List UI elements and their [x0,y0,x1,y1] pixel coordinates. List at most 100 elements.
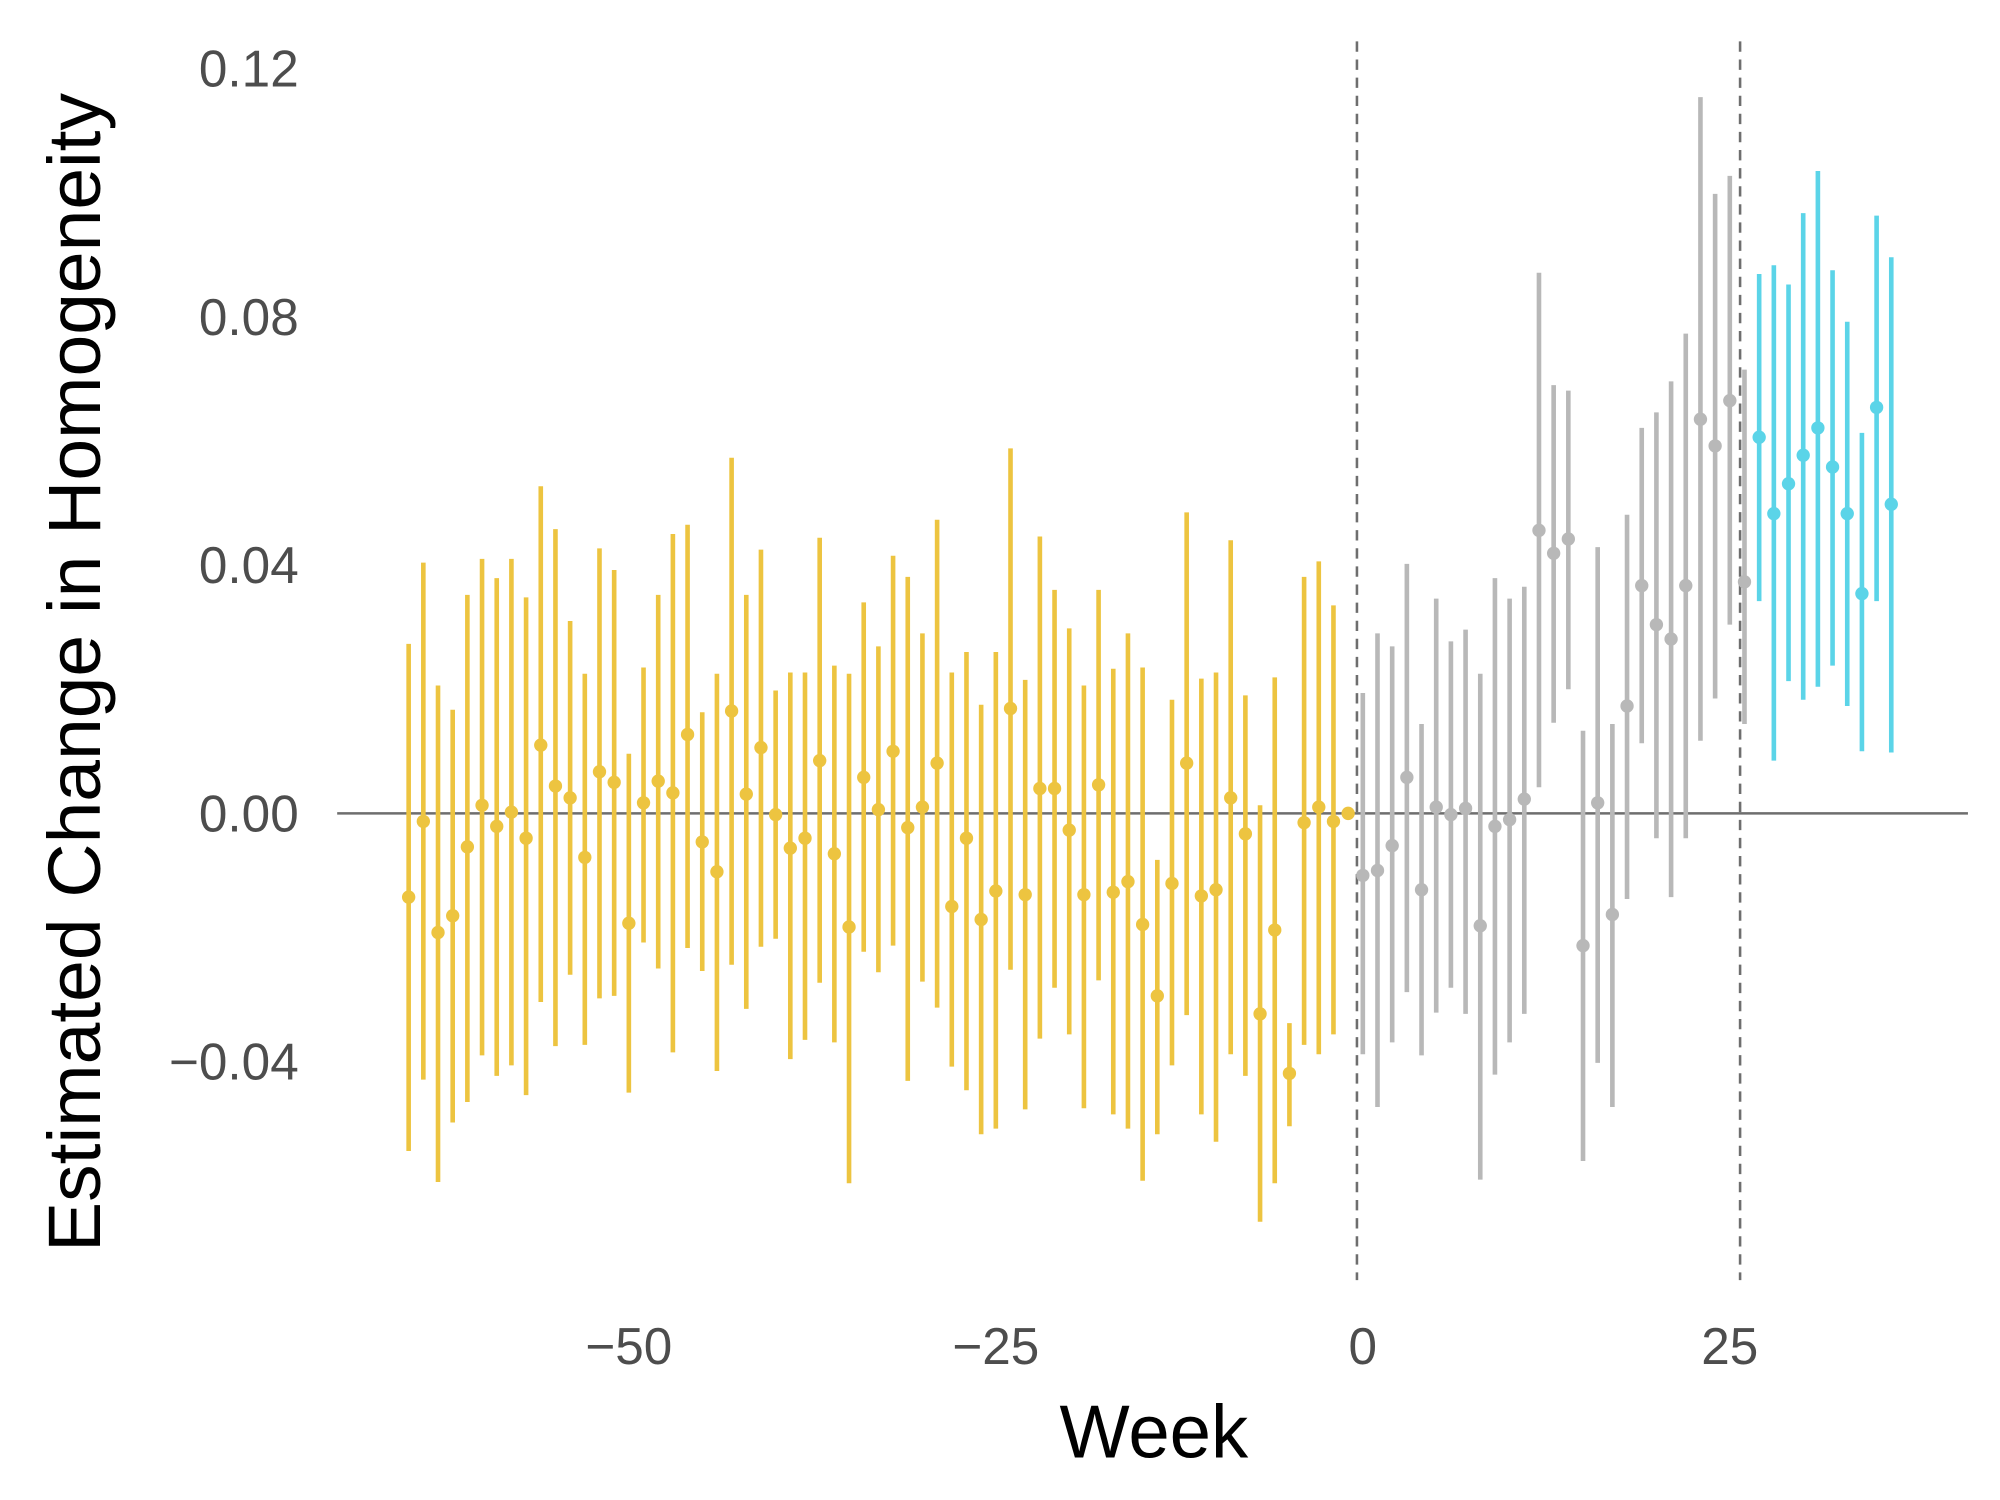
data-point [989,884,1003,898]
data-point [548,779,563,793]
data-point [401,890,416,904]
y-axis-title: Estimated Change in Homogeneity [32,92,116,1252]
data-point [724,704,739,718]
data-point [1620,699,1634,713]
data-point [666,786,680,800]
data-point [519,831,533,845]
data-point [636,796,651,810]
data-point [1796,448,1810,462]
data-point [1150,989,1164,1003]
data-point [1356,868,1370,883]
data-point [1517,792,1531,806]
data-point [1767,506,1781,521]
data-point [1825,460,1840,474]
data-point [680,727,695,742]
data-point [1385,838,1399,853]
series-post [1752,170,1898,761]
data-point [1488,819,1502,834]
data-point [1737,575,1752,589]
data-point [504,805,519,819]
data-point [768,807,783,822]
data-point [651,774,665,788]
y-tick-label: −0.04 [169,1033,299,1091]
data-point [1576,938,1590,953]
y-tick-label: 0.00 [199,784,299,842]
data-point [783,841,797,855]
data-point [813,753,827,768]
data-point [563,791,577,805]
data-point [930,756,944,770]
data-point [1135,917,1150,932]
data-point [1400,770,1414,785]
data-point [710,864,724,879]
data-point [901,820,915,835]
data-point [534,738,548,752]
data-point [871,802,886,817]
data-point [1708,439,1722,453]
data-point [1224,791,1238,805]
data-point [886,744,900,759]
data-point [416,814,430,829]
data-point [1840,506,1854,521]
reference-lines [337,41,1968,1281]
data-point [1693,412,1708,426]
data-point [1077,887,1091,902]
data-point [1194,889,1209,903]
data-point [578,850,592,865]
data-point [827,846,842,861]
data-point [1033,781,1047,796]
data-point [1282,1066,1297,1081]
data-point [1444,807,1458,822]
data-point [1664,632,1678,646]
data-point [1238,827,1253,841]
data-point [1884,497,1898,511]
data-point [1180,756,1194,770]
data-marks [401,97,1898,1222]
data-point [1370,863,1385,878]
data-point [1106,885,1120,899]
data-point [1532,523,1546,538]
y-tick-label: 0.04 [199,536,299,594]
data-point [1679,578,1693,593]
data-point [1869,400,1884,415]
x-tick-label: −50 [585,1317,672,1375]
x-axis-title: Week [1059,1389,1248,1473]
data-point [592,765,607,779]
x-tick-label: 25 [1701,1317,1758,1375]
data-point [1752,430,1766,444]
data-point [1429,800,1443,814]
data-point [460,840,475,854]
data-point [431,925,445,940]
data-point [739,787,753,801]
data-point [945,899,959,914]
series-during [1356,97,1752,1180]
x-axis-ticks: −50 −25 0 25 [585,1317,1758,1375]
data-point [1091,778,1106,792]
data-point [1312,800,1326,814]
data-point [1855,586,1869,601]
data-point [1209,882,1223,897]
data-point [622,916,636,930]
data-point [1723,393,1737,408]
data-point [798,831,812,845]
data-point [974,912,988,927]
data-point [1649,617,1664,632]
data-point [842,920,856,934]
data-point [1473,918,1487,933]
data-point [1591,796,1605,810]
data-point [754,740,768,755]
data-point [475,798,489,813]
data-point [1297,815,1311,830]
data-point [1781,477,1796,491]
data-point [1018,887,1032,902]
data-point [1635,578,1649,593]
y-tick-label: 0.08 [199,288,299,346]
data-point [857,770,871,785]
data-point [1326,814,1341,829]
data-point [1268,923,1282,937]
data-point [1341,806,1355,821]
data-point [915,800,930,814]
data-point [1047,781,1062,796]
data-point [1003,701,1018,716]
